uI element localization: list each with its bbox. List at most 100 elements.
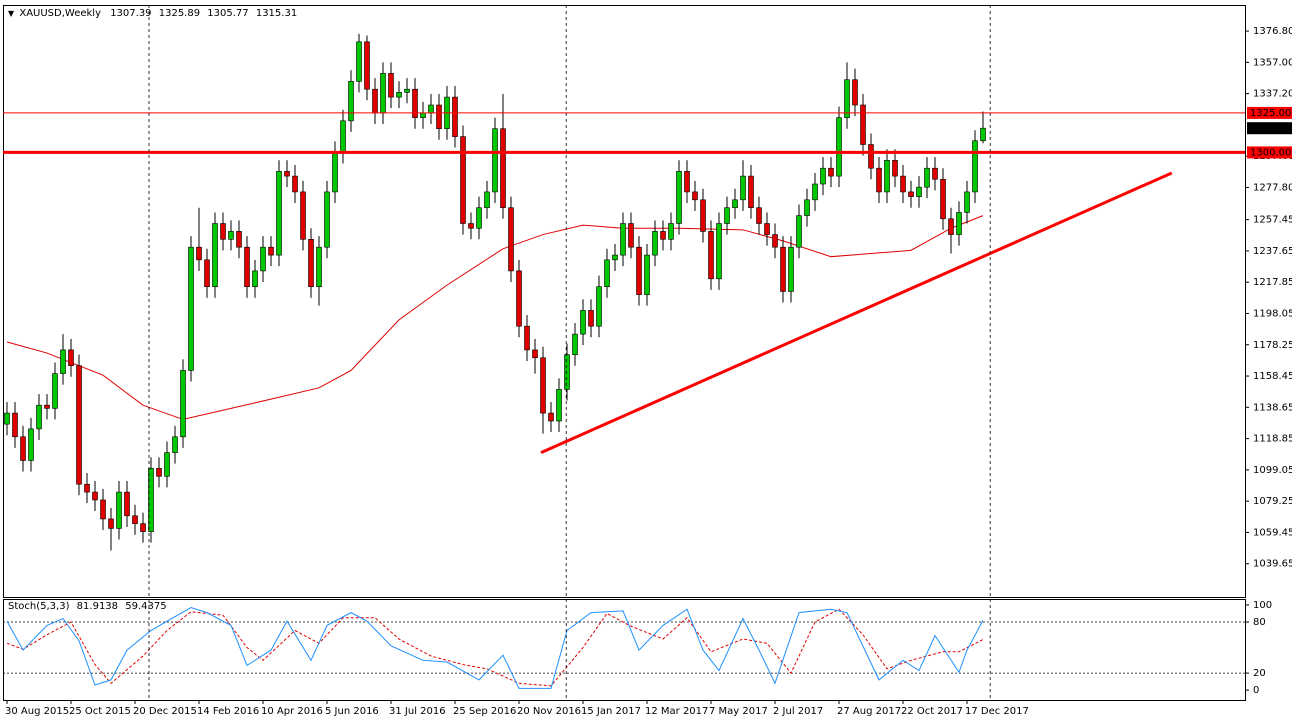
candle-body <box>236 231 242 248</box>
x-tick-label: 22 Oct 2017 <box>901 706 963 717</box>
candle-body <box>596 286 602 327</box>
x-tick-label: 7 May 2017 <box>709 706 768 717</box>
x-tick-label: 20 Dec 2015 <box>133 706 197 717</box>
y-tick-label: 1198.05 <box>1253 308 1292 319</box>
candle-body <box>316 246 322 288</box>
candle-body <box>972 140 978 193</box>
candle-body <box>764 223 770 235</box>
candle-body <box>644 254 650 295</box>
header-low: 1305.77 <box>207 8 248 19</box>
candle-body <box>20 436 26 461</box>
candle-body <box>740 175 746 201</box>
candle-body <box>300 191 306 240</box>
candle-body <box>364 41 370 90</box>
candle-body <box>564 354 570 390</box>
candle-body <box>212 223 218 288</box>
candle-body <box>172 436 178 453</box>
candle-body <box>940 178 946 220</box>
candle-body <box>100 499 106 520</box>
stoch-main-value: 81.9138 <box>77 601 118 612</box>
candle-body <box>4 412 10 425</box>
candle-body <box>60 349 66 374</box>
moving-average <box>6 215 984 420</box>
stoch-y-tick-label: 0 <box>1253 685 1259 696</box>
candle-body <box>612 254 618 261</box>
candle-body <box>508 207 514 272</box>
y-tick-label: 1158.45 <box>1253 371 1292 382</box>
candle-body <box>340 120 346 153</box>
candle-body <box>580 310 586 335</box>
candle-body <box>92 491 98 501</box>
candle-body <box>532 349 538 359</box>
x-tick-label: 5 Jun 2016 <box>325 706 379 717</box>
candle-body <box>108 518 114 529</box>
candle-body <box>868 144 874 169</box>
x-tick-label: 25 Oct 2015 <box>69 706 131 717</box>
dropdown-icon: ▼ <box>8 9 15 18</box>
candle-body <box>604 259 610 288</box>
y-tick-label: 1237.65 <box>1253 246 1292 257</box>
candle-body <box>44 404 50 409</box>
candle-body <box>124 491 130 517</box>
candle-body <box>28 428 34 461</box>
candle-body <box>956 212 962 235</box>
y-tick-label: 1357.00 <box>1253 57 1292 68</box>
candle-body <box>812 183 818 201</box>
x-tick-label: 27 Aug 2017 <box>837 706 901 717</box>
price-label: 1315.31 <box>1250 123 1291 134</box>
stoch-main-line <box>6 606 984 689</box>
candle-body <box>628 223 634 248</box>
x-tick-label: 10 Apr 2016 <box>261 706 323 717</box>
y-tick-label: 1178.25 <box>1253 340 1292 351</box>
candle-body <box>836 117 842 177</box>
candle-body <box>332 152 338 193</box>
candle-body <box>820 167 826 185</box>
candle-body <box>572 333 578 355</box>
y-tick-label: 1257.45 <box>1253 215 1292 226</box>
candle-body <box>708 231 714 280</box>
candle-body <box>860 104 866 145</box>
main-panel-frame <box>3 5 1246 598</box>
y-tick-label: 1337.20 <box>1253 89 1292 100</box>
candle-body <box>924 167 930 188</box>
stoch-signal-line <box>6 608 984 687</box>
x-tick-label: 25 Sep 2016 <box>453 706 516 717</box>
candle-body <box>388 73 394 98</box>
y-tick-label: 1118.85 <box>1253 434 1292 445</box>
candle-body <box>52 373 58 409</box>
stoch-panel <box>3 606 1245 689</box>
stoch-y-tick-label: 100 <box>1253 600 1272 611</box>
x-tick-label: 17 Dec 2017 <box>965 706 1029 717</box>
candle-body <box>436 104 442 130</box>
candle-body <box>828 167 834 177</box>
candle-body <box>396 92 402 98</box>
candle-body <box>380 73 386 114</box>
candle-body <box>636 246 642 295</box>
candle-body <box>540 357 546 414</box>
x-tick-label: 12 Mar 2017 <box>645 706 708 717</box>
candle-body <box>588 310 594 327</box>
candle-body <box>12 412 18 438</box>
y-tick-label: 1376.80 <box>1253 26 1292 37</box>
candle-body <box>276 171 282 256</box>
candle-body <box>412 88 418 118</box>
header-close: 1315.31 <box>256 8 297 19</box>
candle-body <box>164 452 170 477</box>
candle-body <box>484 191 490 209</box>
candle-body <box>524 325 530 351</box>
candle-body <box>892 160 898 177</box>
stoch-panel-frame <box>3 599 1246 701</box>
level-label-box <box>1247 106 1292 119</box>
candle-body <box>268 246 274 256</box>
candle-body <box>876 167 882 193</box>
trendline <box>540 171 1173 454</box>
candle-body <box>244 246 250 288</box>
y-tick-label: 1099.05 <box>1253 465 1292 476</box>
candle-body <box>140 523 146 532</box>
stoch-title: Stoch(5,3,3) <box>8 601 70 612</box>
axes: 1376.801357.001337.201297.601277.801257.… <box>5 26 1292 717</box>
y-tick-label: 1217.85 <box>1253 277 1292 288</box>
candle-body <box>660 231 666 240</box>
candle-body <box>132 515 138 524</box>
